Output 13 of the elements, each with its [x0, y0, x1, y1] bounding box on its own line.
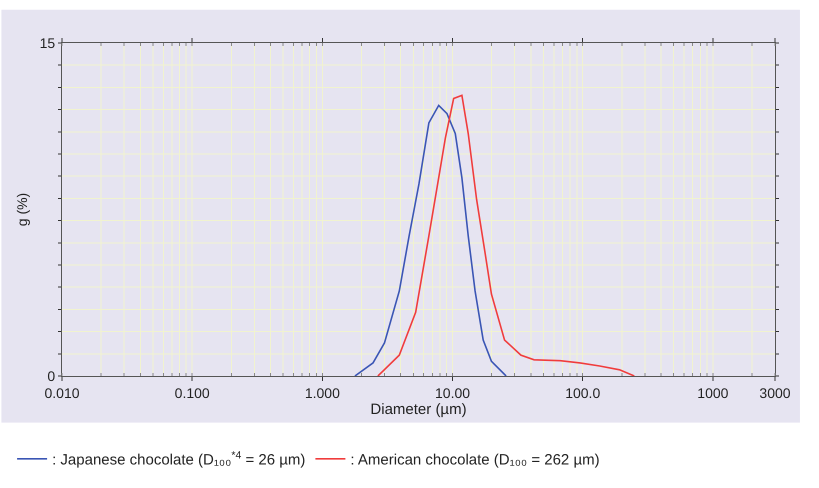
x-tick-label: 1.000 — [304, 384, 340, 401]
legend-label: : American chocolate (D₁₀₀ = 262 µm) — [350, 452, 600, 469]
x-tick-label: 3000 — [759, 384, 791, 401]
y-tick-label: 15 — [40, 34, 56, 51]
y-tick-label: 0 — [47, 368, 56, 384]
x-tick-label: 10.00 — [435, 384, 470, 401]
x-tick-label: 1000 — [697, 384, 729, 401]
y-axis-title: g (%) — [14, 192, 30, 226]
x-tick-label: 100.0 — [565, 384, 600, 401]
x-axis-title: Diameter (µm) — [370, 400, 467, 418]
legend-label: : Japanese chocolate (D₁₀₀$^{*4}$ = 26 µm) — [52, 449, 306, 469]
x-tick-label: 0.100 — [174, 384, 210, 401]
x-tick-label: 0.010 — [44, 384, 80, 401]
